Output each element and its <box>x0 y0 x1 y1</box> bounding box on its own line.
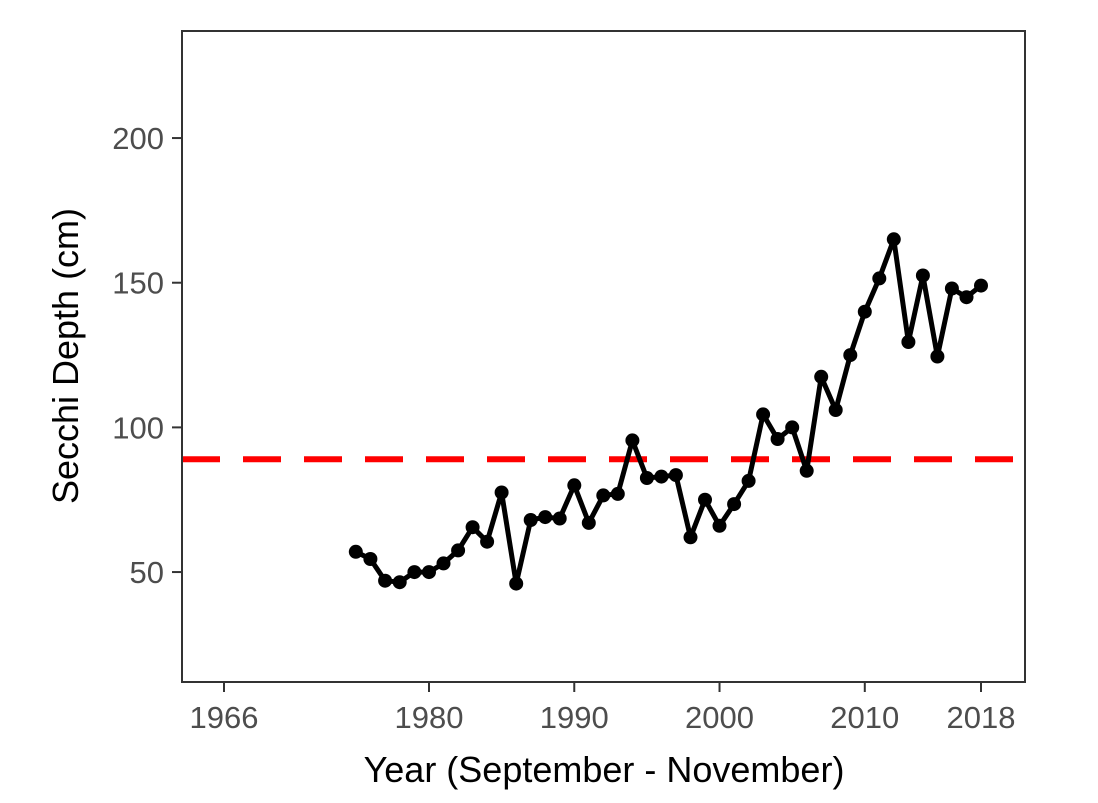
x-tick-label: 1990 <box>540 700 609 735</box>
data-point <box>944 281 959 296</box>
data-point <box>814 369 829 384</box>
y-tick-label: 50 <box>130 555 164 590</box>
data-point <box>756 407 771 422</box>
data-point <box>552 511 567 526</box>
data-point <box>392 575 407 590</box>
data-point <box>872 271 887 286</box>
x-tick-label: 2018 <box>947 700 1016 735</box>
data-point <box>465 520 480 535</box>
data-point <box>799 463 814 478</box>
data-point <box>930 349 945 364</box>
plot-panel-border <box>181 30 1026 683</box>
data-point <box>348 544 363 559</box>
y-tick-label: 100 <box>112 410 164 445</box>
data-point <box>407 565 422 580</box>
x-axis-title: Year (September - November) <box>364 749 845 790</box>
series-line <box>353 236 984 587</box>
x-tick-label: 2010 <box>830 700 899 735</box>
data-point <box>610 486 625 501</box>
data-point <box>741 473 756 488</box>
data-point <box>451 543 466 558</box>
data-point <box>494 485 509 500</box>
data-point <box>436 556 451 571</box>
data-point <box>857 304 872 319</box>
data-point <box>712 518 727 533</box>
x-tick-label: 1966 <box>190 700 259 735</box>
data-point <box>901 335 916 349</box>
data-point <box>785 420 800 435</box>
data-point <box>378 573 393 588</box>
y-axis-title: Secchi Depth (cm) <box>45 208 86 504</box>
data-point <box>523 513 538 527</box>
x-tick-label: 2000 <box>685 700 754 735</box>
data-point <box>538 510 553 525</box>
data-point <box>654 469 669 484</box>
y-tick-label: 200 <box>112 121 164 156</box>
data-point <box>567 478 582 493</box>
data-point <box>639 471 654 485</box>
data-point <box>581 515 596 530</box>
data-point <box>596 488 611 503</box>
data-point <box>959 290 974 305</box>
data-point <box>422 565 436 580</box>
data-point <box>974 278 988 293</box>
data-point <box>770 432 785 446</box>
x-tick-label: 1980 <box>395 700 464 735</box>
data-point <box>886 232 901 247</box>
data-point <box>698 492 712 507</box>
data-point <box>363 552 378 566</box>
data-point <box>915 268 930 283</box>
data-point <box>509 576 524 591</box>
data-point <box>480 534 495 549</box>
data-point <box>683 530 698 545</box>
data-point <box>668 468 683 483</box>
data-point <box>828 403 843 417</box>
data-point <box>843 348 858 363</box>
data-point <box>727 497 742 512</box>
y-tick-label: 150 <box>112 266 164 301</box>
data-point <box>625 433 640 448</box>
